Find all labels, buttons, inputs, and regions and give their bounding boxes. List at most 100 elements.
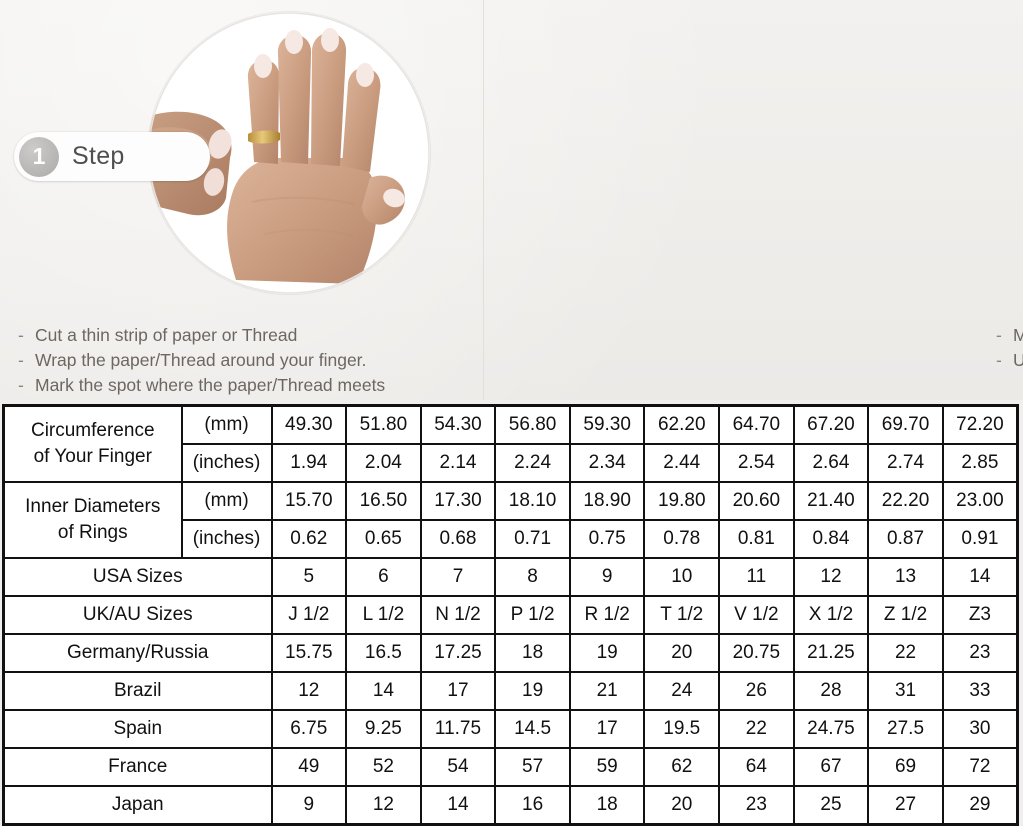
table-cell: 59 [568, 747, 646, 787]
table-cell: 0.68 [419, 519, 497, 559]
table-cell: Z3 [941, 595, 1019, 635]
table-row: USA Sizes 5 6 7 8 9 10 11 12 13 14 [2, 557, 1019, 597]
table-row: (inches) 0.62 0.65 0.68 0.71 0.75 0.78 0.81 0.84… [4, 519, 1019, 559]
table-row: Germany/Russia 15.75 16.5 17.25 18 19 20 20.75 2… [2, 633, 1019, 673]
bullet-dash: - [18, 350, 24, 370]
table-cell: 2.64 [792, 443, 870, 483]
table-cell: 15.70 [270, 481, 348, 521]
row-label: Spain [2, 709, 273, 749]
table-row: Japan 9 12 14 16 18 20 23 25 27 29 [2, 785, 1019, 826]
table-cell: 28 [792, 671, 870, 711]
table-cell: 22 [718, 709, 795, 749]
table-cell: 17 [419, 671, 497, 711]
table-cell: 7 [419, 557, 497, 597]
table-cell: 10 [643, 557, 721, 597]
table-cell: 24 [643, 671, 721, 711]
table-row: Brazil 12 14 17 19 21 24 26 28 31 33 [2, 671, 1019, 711]
table-cell: 14 [941, 557, 1019, 597]
row-label: France [2, 747, 273, 787]
table-cell: 17.30 [419, 481, 497, 521]
table-row: France 49 52 54 57 59 62 64 67 69 72 [2, 747, 1019, 787]
step-1-label: Step [72, 142, 125, 170]
instruction-text: Use the following chart to determine you… [1013, 350, 1023, 370]
table-cell: 23 [941, 633, 1019, 673]
bullet-dash: - [18, 325, 24, 345]
table-cell: 19 [568, 633, 646, 673]
table-cell: 0.65 [345, 519, 422, 559]
hand-with-ring-photo [148, 12, 430, 294]
table-row: Spain 6.75 9.25 11.75 14.5 17 19.5 22 24.75 27.5 3… [2, 709, 1019, 749]
table-cell: N 1/2 [419, 595, 497, 635]
table-cell: 25 [792, 785, 870, 826]
table-cell: 20 [643, 785, 721, 826]
table-cell: 30 [941, 709, 1019, 749]
table-cell: 12 [345, 785, 422, 826]
table-cell: X 1/2 [792, 595, 870, 635]
table-cell: 21.40 [792, 481, 870, 521]
table-cell: 17.25 [419, 633, 497, 673]
instruction-text: Measure the length of the thread with yo… [1013, 325, 1023, 345]
row-label: Brazil [2, 671, 273, 711]
table-cell: 0.87 [867, 519, 944, 559]
table-cell: 6.75 [270, 709, 348, 749]
table-cell: 21 [568, 671, 646, 711]
table-cell: 20 [643, 633, 721, 673]
table-cell: 20.75 [718, 633, 795, 673]
table-cell: 18.10 [494, 481, 571, 521]
table-cell: 6 [345, 557, 422, 597]
table-row: UK/AU Sizes J 1/2 L 1/2 N 1/2 P 1/2 R 1/2 T 1/… [2, 595, 1019, 635]
unit-label: (mm) [180, 404, 273, 445]
instruction-item: - Cut a thin strip of paper or Thread [18, 323, 385, 348]
bullet-dash: - [996, 350, 1002, 370]
table-cell: 15.75 [270, 633, 348, 673]
table-cell: 67 [792, 747, 870, 787]
table-cell: 62.20 [643, 404, 721, 445]
table-cell: 59.30 [568, 404, 646, 445]
table-cell: 69.70 [867, 404, 944, 445]
instruction-item: - Wrap the paper/Thread around your finge… [18, 348, 385, 373]
table-cell: 31 [867, 671, 944, 711]
table-cell: 19 [494, 671, 571, 711]
instruction-item: - Mark the spot where the paper/Thread me… [18, 373, 385, 398]
table-cell: 2.34 [568, 443, 646, 483]
table-cell: V 1/2 [718, 595, 795, 635]
table-cell: 64 [718, 747, 795, 787]
table-cell: T 1/2 [643, 595, 721, 635]
table-cell: 0.62 [270, 519, 348, 559]
table-cell: 9.25 [345, 709, 422, 749]
table-cell: 16.50 [345, 481, 422, 521]
ring-size-table: Circumference of Your Finger (mm) 49.30 51.8… [2, 404, 1019, 826]
table-cell: P 1/2 [494, 595, 571, 635]
table-cell: 9 [270, 785, 348, 826]
table-cell: 2.24 [494, 443, 571, 483]
step-1-instructions: - Cut a thin strip of paper or Thread - Wr… [18, 323, 385, 398]
table-cell: 27.5 [867, 709, 944, 749]
table-cell: 26 [718, 671, 795, 711]
table-cell: 72.20 [941, 404, 1019, 445]
table-cell: 62 [643, 747, 721, 787]
table-cell: J 1/2 [270, 595, 348, 635]
table-cell: 19.80 [643, 481, 721, 521]
table-cell: 14 [345, 671, 422, 711]
row-group-label-line: of Your Finger [33, 446, 152, 467]
step-2-panel: 1 2 3 2 Step -Measure the length of the … [484, 0, 1023, 400]
table-cell: 72 [941, 747, 1019, 787]
ring-size-table-wrapper: Circumference of Your Finger (mm) 49.30 51.8… [0, 404, 1023, 826]
table-cell: 17 [568, 709, 646, 749]
table-cell: 18 [568, 785, 646, 826]
table-cell: 5 [270, 557, 348, 597]
instruction-item: - Measure the length of the thread with y… [996, 323, 1023, 348]
row-group-label-line: of Rings [57, 522, 128, 543]
table-cell: 12 [270, 671, 348, 711]
table-cell: 21.25 [792, 633, 870, 673]
table-cell: 19.5 [643, 709, 721, 749]
table-cell: 0.71 [494, 519, 571, 559]
table-cell: 11 [718, 557, 795, 597]
row-label: Japan [2, 785, 273, 826]
table-row: (inches) 1.94 2.04 2.14 2.24 2.34 2.44 2.54 2.64… [4, 443, 1019, 483]
table-cell: 12 [792, 557, 870, 597]
table-cell: 23 [718, 785, 795, 826]
table-cell: 24.75 [792, 709, 870, 749]
table-cell: 23.00 [941, 481, 1019, 521]
step-1-number: 1 [19, 136, 59, 177]
